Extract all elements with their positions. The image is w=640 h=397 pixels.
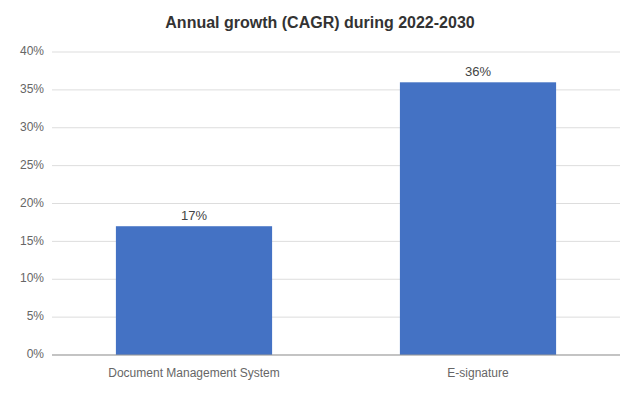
y-tick-label: 25% — [20, 158, 44, 172]
chart-svg: Annual growth (CAGR) during 2022-2030 0% 5… — [0, 0, 640, 397]
y-tick-label: 35% — [20, 82, 44, 96]
x-tick-label: E-signature — [447, 366, 509, 380]
x-axis-line — [52, 355, 620, 356]
bar — [116, 226, 272, 355]
chart-container: Annual growth (CAGR) during 2022-2030 0% 5… — [0, 0, 640, 397]
x-tick-labels: Document Management System E-signature — [108, 366, 509, 380]
y-tick-label: 15% — [20, 234, 44, 248]
y-tick-label: 10% — [20, 271, 44, 285]
y-tick-label: 30% — [20, 120, 44, 134]
grid — [52, 52, 620, 355]
grid-line — [52, 52, 620, 53]
data-label: 36% — [465, 64, 491, 79]
title: Annual growth (CAGR) during 2022-2030 — [165, 14, 474, 31]
x-tick-label: Document Management System — [108, 366, 279, 380]
bar — [400, 82, 556, 355]
y-tick-labels: 0% 5% 10% 15% 20% 25% 30% 35% 40% — [20, 44, 44, 361]
grid-line — [52, 355, 620, 356]
y-tick-label: 5% — [27, 309, 45, 323]
bars — [116, 82, 556, 355]
y-tick-label: 20% — [20, 196, 44, 210]
data-label: 17% — [181, 208, 207, 223]
y-tick-label: 0% — [27, 347, 45, 361]
data-labels: 17% 36% — [181, 64, 491, 223]
y-tick-label: 40% — [20, 44, 44, 58]
